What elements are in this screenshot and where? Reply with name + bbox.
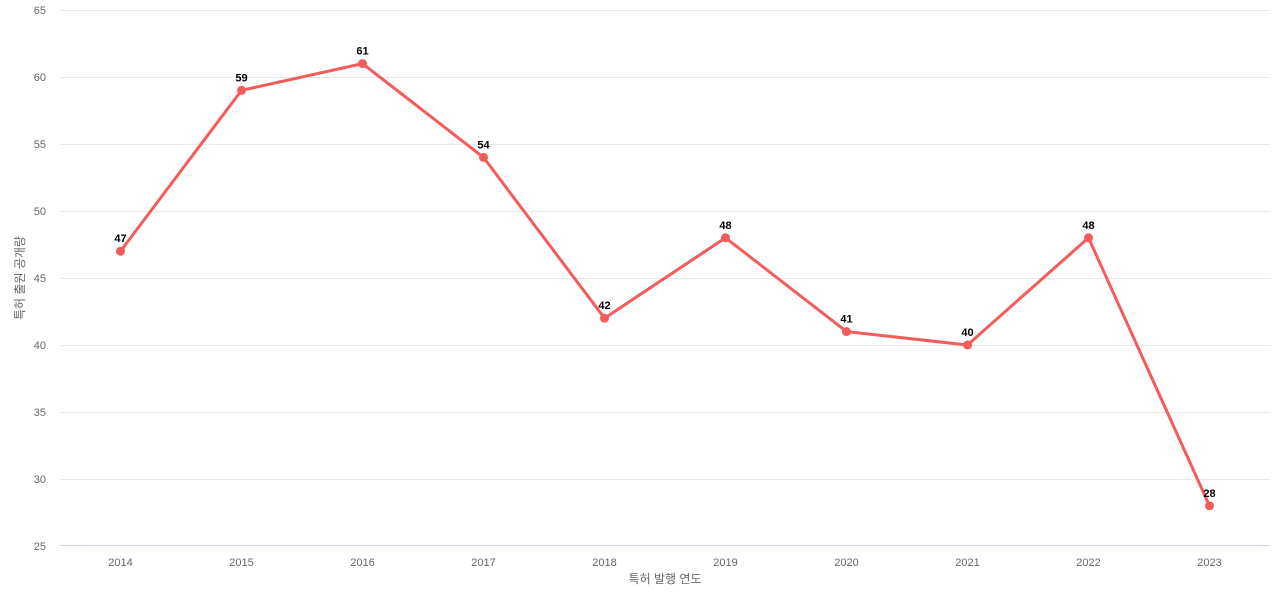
x-tick-label: 2014 [108, 557, 132, 569]
y-tick-label: 35 [34, 407, 46, 419]
data-point[interactable] [479, 152, 488, 162]
data-label: 48 [1082, 220, 1094, 232]
data-point[interactable] [358, 59, 367, 69]
data-point[interactable] [963, 340, 972, 350]
data-point[interactable] [116, 246, 125, 256]
y-tick-label: 25 [34, 541, 46, 553]
y-tick-label: 65 [34, 5, 46, 17]
x-tick-label: 2023 [1197, 557, 1221, 569]
data-label: 59 [235, 72, 247, 84]
data-label: 54 [477, 139, 490, 151]
data-point[interactable] [237, 85, 246, 95]
data-label: 42 [598, 300, 610, 312]
x-tick-label: 2022 [1076, 557, 1100, 569]
data-label: 40 [961, 327, 973, 339]
x-tick-label: 2016 [350, 557, 374, 569]
x-tick-label: 2015 [229, 557, 253, 569]
data-label: 47 [114, 233, 126, 245]
data-label: 41 [840, 314, 852, 326]
data-label: 28 [1203, 488, 1215, 500]
x-tick-label: 2021 [955, 557, 979, 569]
data-point[interactable] [1084, 233, 1093, 243]
y-tick-label: 45 [34, 273, 46, 285]
data-label: 48 [719, 220, 731, 232]
data-point[interactable] [842, 327, 851, 337]
series-line [119, 62, 1211, 508]
y-axis-title: 특허 출원 공개량 [13, 236, 27, 320]
x-tick-label: 2019 [713, 557, 737, 569]
data-point[interactable] [600, 313, 609, 323]
y-tick-label: 50 [34, 206, 46, 218]
y-tick-label: 40 [34, 340, 46, 352]
data-label: 61 [356, 46, 368, 58]
x-tick-label: 2017 [471, 557, 495, 569]
x-tick-label: 2018 [592, 557, 616, 569]
data-point[interactable] [1205, 501, 1214, 511]
y-tick-label: 55 [34, 139, 46, 151]
x-axis-title: 특허 발행 연도 [628, 572, 702, 586]
x-tick-label: 2020 [834, 557, 858, 569]
data-point[interactable] [721, 233, 730, 243]
y-tick-label: 30 [34, 474, 46, 486]
y-tick-label: 60 [34, 72, 46, 84]
